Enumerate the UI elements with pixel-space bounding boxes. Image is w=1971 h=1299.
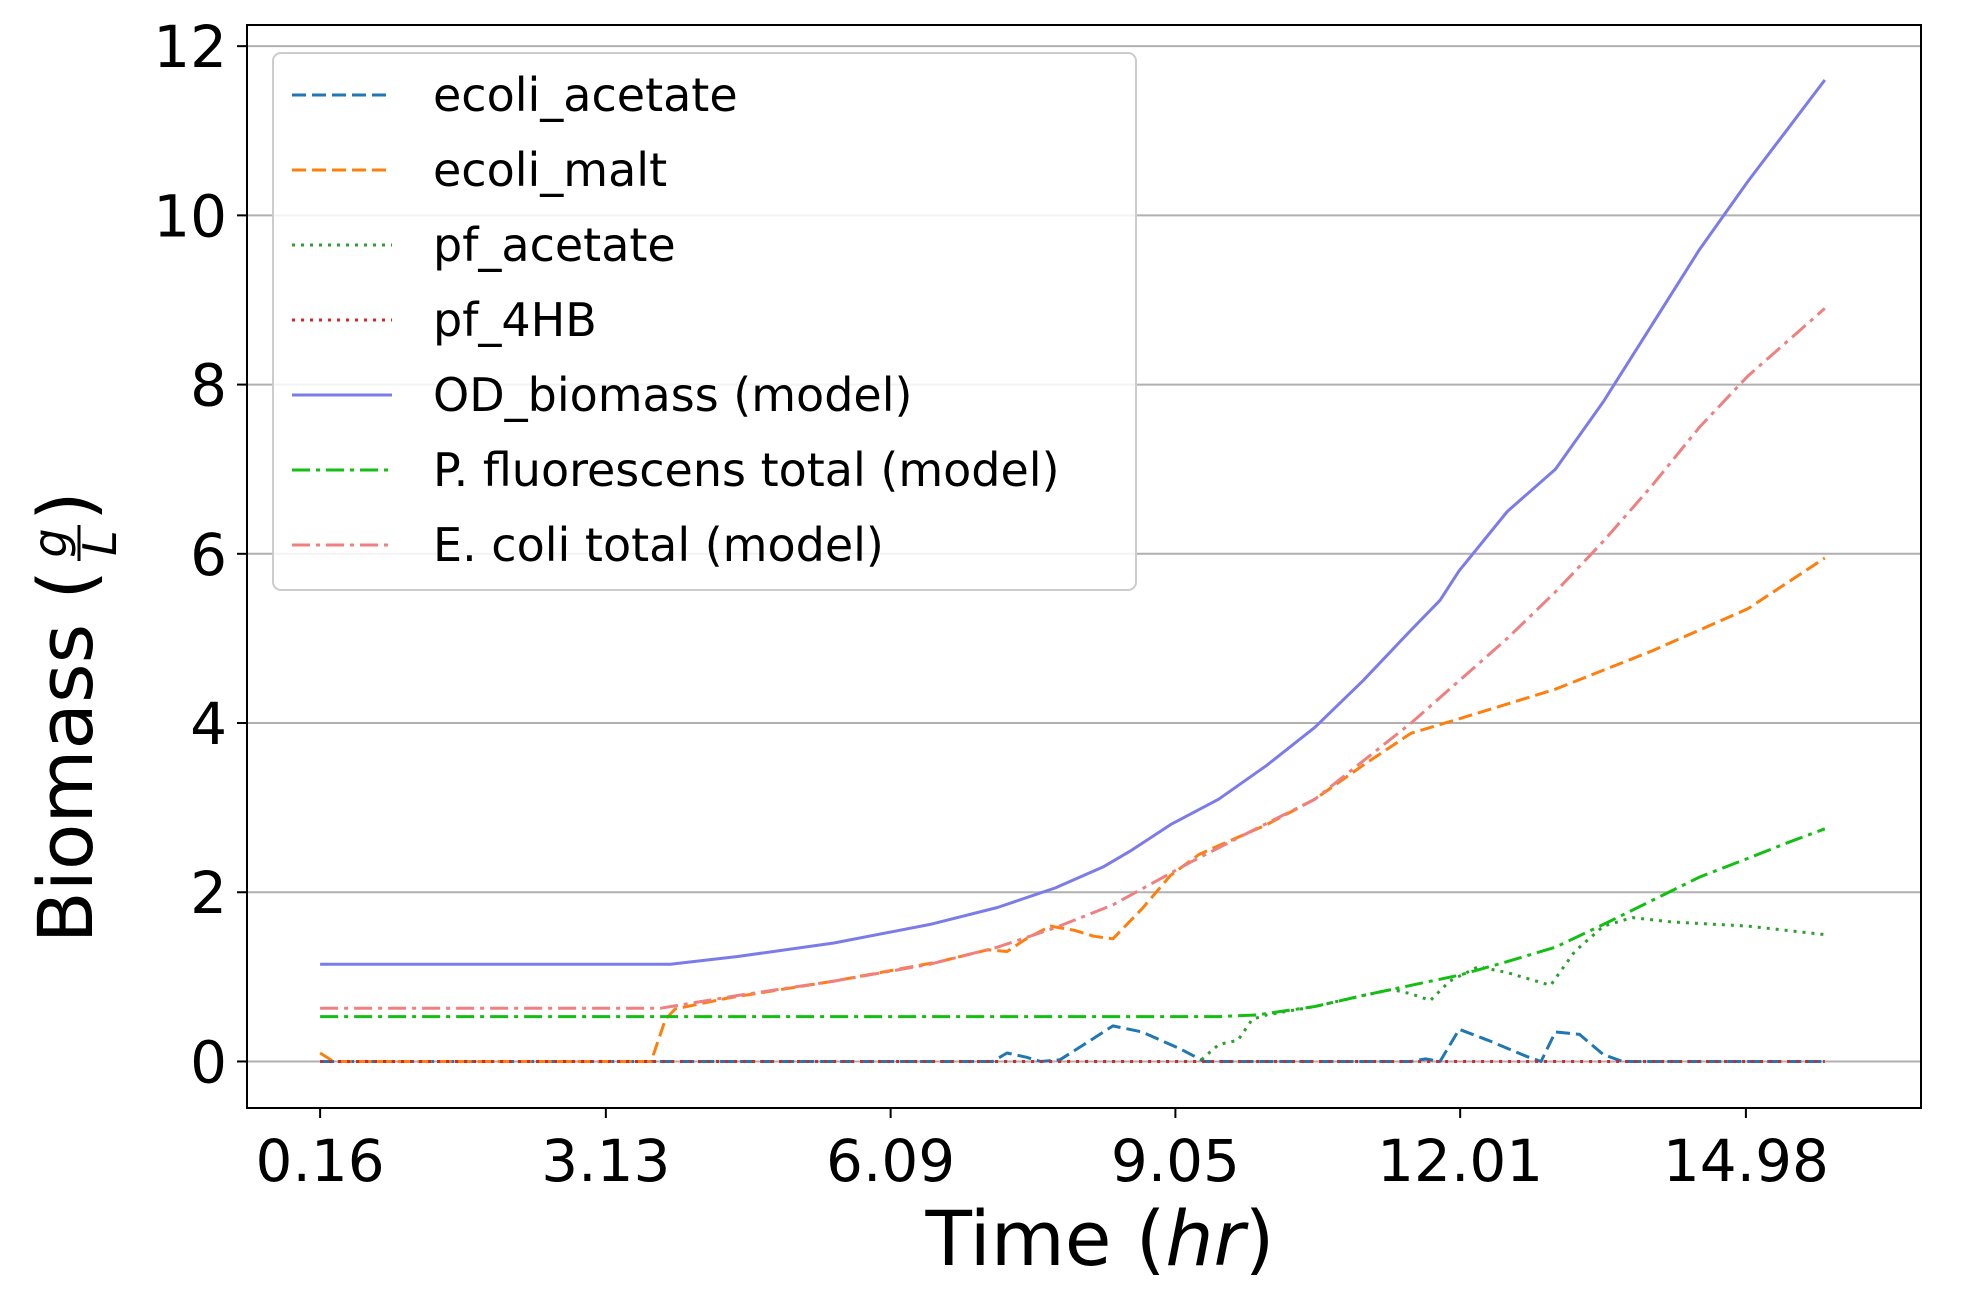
- x-tick-label: 14.98: [1663, 1127, 1829, 1195]
- y-tick-label: 12: [153, 13, 227, 81]
- y-axis-label-frac-num: g: [23, 528, 77, 557]
- series-line-0: [320, 1024, 1825, 1063]
- series-line-4: [320, 79, 1826, 966]
- series-lines: [319, 79, 1826, 1063]
- y-tick-label: 2: [190, 859, 227, 927]
- series-line-6: [320, 307, 1826, 1010]
- y-axis-label-main: Biomass (: [21, 570, 110, 943]
- legend-entry-label: ecoli_malt: [433, 143, 667, 197]
- legend-box: [272, 52, 1137, 591]
- y-axis-label: Biomass ( g L ): [21, 491, 127, 943]
- x-axis-ticks: 0.16 3.13 6.09 9.05 12.01 14.98: [256, 1108, 1829, 1195]
- x-tick-label: 9.05: [1111, 1127, 1240, 1195]
- legend-entry-label: P. fluorescens total (model): [433, 443, 1060, 497]
- y-tick-label: 6: [190, 521, 227, 589]
- y-axis-label-frac-den: L: [73, 530, 127, 556]
- y-tick-label: 8: [190, 352, 227, 420]
- x-tick-label: 3.13: [541, 1127, 670, 1195]
- series-line-5: [320, 827, 1826, 1019]
- legend-entry-label: ecoli_acetate: [433, 68, 738, 122]
- y-axis-label-close: ): [21, 491, 110, 521]
- y-tick-label: 4: [190, 690, 227, 758]
- y-tick-label: 0: [190, 1028, 227, 1096]
- legend-entry-label: OD_biomass (model): [433, 368, 912, 422]
- y-axis-ticks: 0 2 4 6 8 10 12: [153, 13, 247, 1096]
- legend-entry-label: pf_acetate: [433, 218, 676, 272]
- x-tick-label: 6.09: [826, 1127, 955, 1195]
- series-line-2: [320, 916, 1825, 1063]
- x-axis-label: Time (hr): [925, 1194, 1275, 1283]
- x-tick-label: 0.16: [256, 1127, 385, 1195]
- legend-entry-label: pf_4HB: [433, 293, 597, 347]
- series-line-1: [319, 556, 1826, 1063]
- x-axis-label-unit: hr: [1165, 1194, 1249, 1283]
- legend: ecoli_acetate ecoli_malt pf_acetate pf_4HB O…: [272, 52, 1137, 591]
- x-axis-label-close: ): [1245, 1194, 1275, 1283]
- x-tick-label: 12.01: [1377, 1127, 1543, 1195]
- x-axis-label-main: Time (: [925, 1194, 1166, 1283]
- y-tick-label: 10: [153, 182, 227, 250]
- legend-entry-label: E. coli total (model): [433, 518, 884, 572]
- plot-frame: [246, 24, 1922, 1109]
